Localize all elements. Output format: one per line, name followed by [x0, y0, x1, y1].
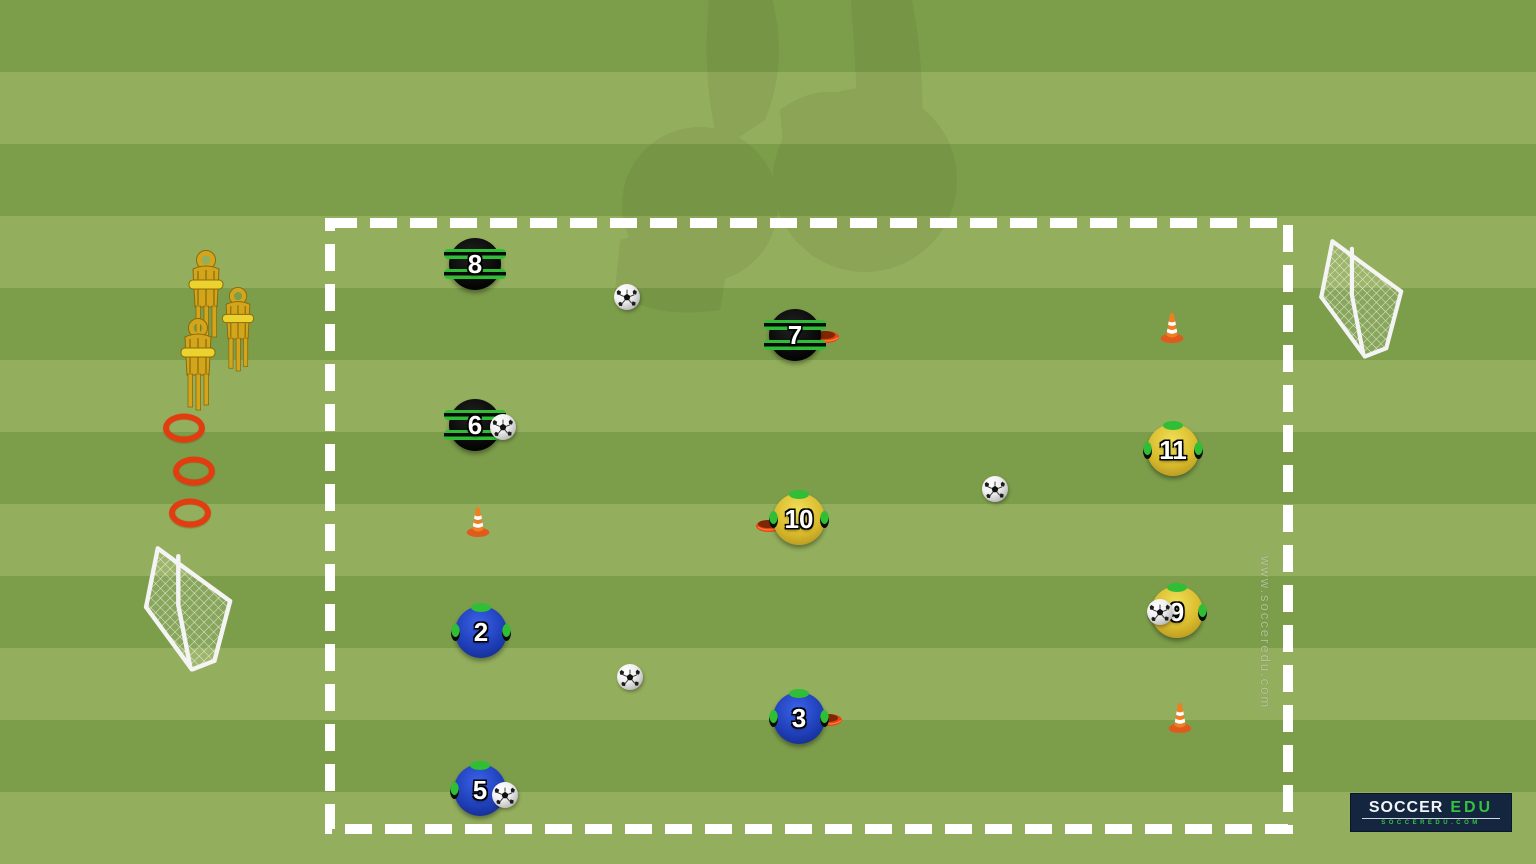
disc-decoration	[820, 710, 829, 727]
disc-stripe	[764, 320, 826, 330]
logo-brand-accent: EDU	[1450, 799, 1494, 816]
drill-area-border	[325, 218, 1293, 834]
disc-decoration	[1194, 442, 1203, 459]
logo-url-text: SOCCEREDU.COM	[1381, 820, 1481, 826]
disc-decoration	[769, 710, 778, 727]
disc-decoration	[451, 624, 460, 641]
player-number: 2	[473, 616, 489, 647]
player-number: 6	[467, 409, 483, 440]
training-mannequin[interactable]	[175, 317, 221, 411]
player-disc-8[interactable]: 8	[444, 238, 506, 290]
disc-decoration	[789, 490, 809, 499]
disc-decoration	[450, 782, 459, 799]
disc-decoration	[1143, 442, 1152, 459]
soccer-ball[interactable]	[617, 664, 643, 690]
disc-decoration	[1167, 583, 1187, 592]
side-url-watermark: www.socceredu.com	[1258, 556, 1273, 710]
player-number: 10	[784, 503, 814, 534]
disc-stripe	[764, 340, 826, 350]
disc-decoration	[471, 603, 491, 612]
disc-stripe	[444, 430, 506, 440]
goal-left[interactable]	[135, 545, 247, 672]
traffic-cone[interactable]	[1159, 311, 1186, 344]
disc-decoration	[1198, 604, 1207, 621]
player-disc-10[interactable]: 10	[769, 490, 829, 545]
agility-ring[interactable]	[169, 498, 211, 528]
player-number: 5	[472, 774, 488, 805]
soccer-ball[interactable]	[1147, 599, 1173, 625]
soccer-ball[interactable]	[614, 284, 640, 310]
training-mannequin[interactable]	[183, 249, 229, 343]
agility-ring[interactable]	[173, 456, 215, 486]
player-disc-3[interactable]: 3	[769, 689, 829, 744]
disc-stripe	[444, 269, 506, 279]
soccer-edu-logo: SOCCER EDU SOCCEREDU.COM	[1350, 793, 1512, 832]
player-number: 3	[791, 702, 807, 733]
disc-decoration	[789, 689, 809, 698]
player-disc-7[interactable]: 7	[764, 309, 826, 361]
disc-stripe	[444, 410, 506, 420]
logo-divider	[1362, 818, 1500, 819]
soccer-ball[interactable]	[490, 414, 516, 440]
training-mannequin[interactable]	[217, 286, 259, 372]
player-number: 11	[1159, 434, 1187, 465]
disc-decoration	[1163, 421, 1183, 430]
disc-stripe	[444, 249, 506, 259]
logo-brand-primary: SOCCER	[1368, 799, 1444, 816]
soccer-ball[interactable]	[492, 782, 518, 808]
player-number: 7	[787, 319, 803, 350]
soccer-ball[interactable]	[982, 476, 1008, 502]
player-number: 8	[467, 248, 483, 279]
disc-decoration	[470, 761, 490, 770]
disc-decoration	[820, 511, 829, 528]
disc-decoration	[769, 511, 778, 528]
agility-ring[interactable]	[163, 413, 205, 443]
goal-right[interactable]	[1312, 237, 1416, 359]
player-disc-2[interactable]: 2	[451, 603, 511, 658]
traffic-cone[interactable]	[465, 505, 492, 538]
disc-decoration	[502, 624, 511, 641]
player-number: 9	[1169, 596, 1185, 627]
traffic-cone[interactable]	[1167, 701, 1194, 734]
player-disc-11[interactable]: 11	[1143, 421, 1203, 476]
